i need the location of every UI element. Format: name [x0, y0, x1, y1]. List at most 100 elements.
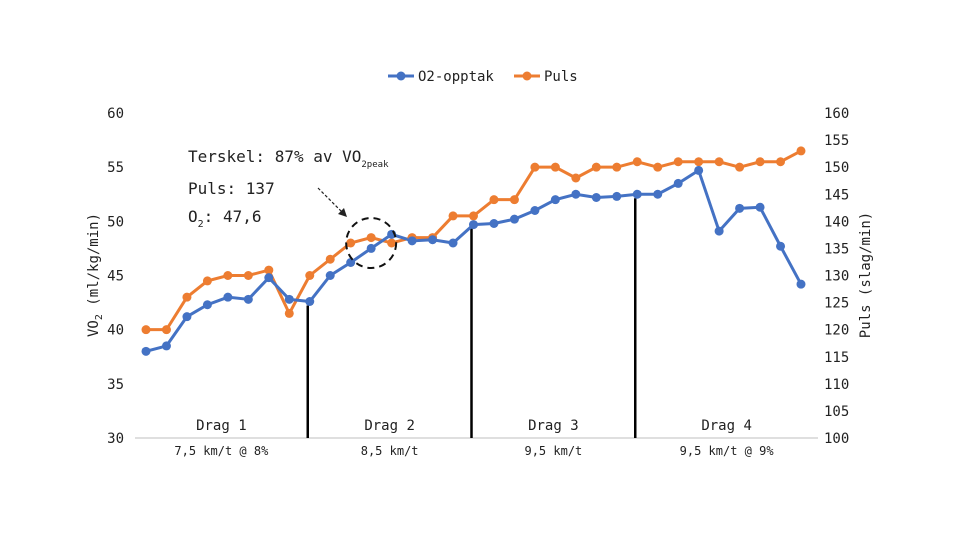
- puls-point: [714, 157, 724, 167]
- right-tick-label: 150: [824, 160, 849, 176]
- o2-point: [182, 312, 192, 322]
- o2-point: [161, 341, 171, 351]
- annotation-line-3: O2: 47,6: [188, 207, 261, 230]
- stage-speed-label: 7,5 km/t @ 8%: [174, 444, 269, 458]
- o2-point: [305, 297, 315, 306]
- right-tick-label: 110: [824, 377, 849, 393]
- puls-point: [755, 157, 765, 167]
- o2-point: [550, 195, 560, 205]
- puls-point: [489, 195, 499, 205]
- stage-label: Drag 1: [196, 418, 247, 434]
- o2-point: [243, 294, 253, 304]
- puls-point: [550, 162, 560, 172]
- puls-point: [796, 146, 806, 156]
- o2-point: [612, 191, 622, 201]
- annotation-arrow: [317, 187, 345, 215]
- left-tick-label: 30: [107, 431, 124, 447]
- right-axis-ticks: 100 105 110 115 120 125 130 135 140 145 150 155 160: [824, 106, 849, 447]
- o2-point: [489, 219, 499, 228]
- stage-speed-label: 8,5 km/t: [361, 444, 419, 458]
- o2-point: [141, 346, 151, 356]
- o2-point: [264, 273, 274, 283]
- series-points-puls: [141, 146, 806, 335]
- puls-point: [141, 325, 151, 335]
- puls-point: [202, 276, 212, 286]
- puls-point: [366, 233, 376, 243]
- o2-point: [407, 236, 417, 246]
- puls-point: [223, 271, 233, 280]
- stage-label: Drag 3: [528, 418, 579, 434]
- puls-point: [161, 325, 171, 335]
- puls-point: [448, 211, 458, 221]
- puls-point: [387, 238, 397, 248]
- right-tick-label: 115: [824, 350, 849, 366]
- puls-point: [735, 162, 745, 172]
- puls-point: [305, 271, 315, 280]
- o2-point: [469, 220, 478, 230]
- puls-point: [346, 238, 356, 248]
- left-tick-label: 35: [107, 377, 124, 393]
- o2-point: [530, 206, 540, 215]
- right-tick-label: 130: [824, 269, 849, 285]
- threshold-highlight-circle: [345, 217, 398, 269]
- left-axis-ticks: 30 35 40 45 50 55 60: [107, 106, 124, 447]
- legend: O2-opptak Puls: [388, 69, 578, 85]
- o2-point: [714, 226, 724, 236]
- puls-point: [571, 173, 581, 183]
- stage-speed-label: 9,5 km/t: [524, 444, 582, 458]
- o2-point: [755, 202, 765, 212]
- o2-point: [346, 258, 356, 267]
- series-line-puls: [146, 149, 802, 332]
- left-axis-title: VO2 (ml/kg/min): [86, 213, 105, 337]
- puls-point: [591, 162, 601, 172]
- puls-point: [632, 157, 642, 167]
- puls-point: [509, 195, 519, 205]
- left-tick-label: 50: [107, 214, 124, 230]
- left-tick-label: 55: [107, 160, 124, 176]
- o2-point: [694, 165, 704, 175]
- puls-point: [182, 292, 192, 302]
- series-points-o2: [141, 165, 806, 356]
- right-tick-label: 155: [824, 133, 849, 149]
- puls-point: [284, 308, 294, 318]
- annotation-arrowhead: [338, 208, 347, 217]
- right-tick-label: 160: [824, 106, 849, 122]
- o2-point: [571, 189, 581, 199]
- right-tick-label: 145: [824, 187, 849, 203]
- o2-point: [202, 300, 212, 310]
- puls-point: [325, 254, 335, 264]
- o2-point: [796, 279, 806, 289]
- legend-marker-puls: [522, 71, 532, 81]
- puls-point: [776, 157, 786, 167]
- puls-point: [530, 162, 540, 172]
- o2-point: [632, 189, 642, 199]
- annotation-line-1: Terskel: 87% av VO2peak: [188, 147, 389, 170]
- o2-point: [366, 243, 376, 253]
- right-tick-label: 105: [824, 404, 849, 420]
- o2-point: [325, 271, 335, 280]
- o2-point: [653, 189, 663, 199]
- left-tick-label: 40: [107, 323, 124, 339]
- o2-point: [735, 203, 745, 213]
- puls-point: [612, 162, 622, 172]
- right-tick-label: 120: [824, 323, 849, 339]
- stage-markers: Drag 1 7,5 km/t @ 8% Drag 2 8,5 km/t Drag 3 9…: [174, 198, 774, 458]
- o2-point: [509, 214, 519, 224]
- puls-point: [673, 157, 683, 167]
- puls-point: [243, 271, 253, 280]
- legend-label-puls: Puls: [544, 69, 578, 85]
- right-tick-label: 135: [824, 241, 849, 257]
- stage-label: Drag 2: [364, 418, 415, 434]
- stage-label: Drag 4: [701, 418, 752, 434]
- legend-label-o2: O2-opptak: [418, 69, 494, 85]
- left-tick-label: 45: [107, 269, 124, 285]
- annotation-line-2: Puls: 137: [188, 179, 275, 198]
- legend-marker-o2: [396, 71, 406, 81]
- right-axis-title: Puls (slag/min): [858, 212, 874, 338]
- puls-point: [653, 162, 663, 172]
- o2-point: [776, 241, 786, 251]
- threshold-annotation: Terskel: 87% av VO2peak Puls: 137 O2: 47…: [188, 147, 398, 269]
- o2-point: [673, 178, 683, 188]
- right-tick-label: 140: [824, 214, 849, 230]
